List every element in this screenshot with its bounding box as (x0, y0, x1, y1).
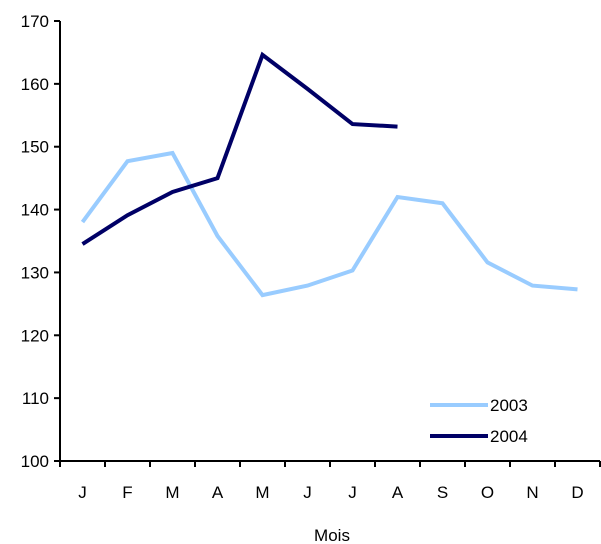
y-axis-ticks: 100 110 120 130 140 150 160 170 (21, 12, 60, 471)
legend-label-2004: 2004 (490, 427, 528, 446)
x-tick-label: D (571, 483, 583, 502)
y-tick-label: 140 (21, 201, 49, 220)
x-tick-label: A (212, 483, 224, 502)
x-tick-label: M (255, 483, 269, 502)
x-tick-label: A (392, 483, 404, 502)
x-tick-label: J (78, 483, 87, 502)
x-tick-label: J (348, 483, 357, 502)
x-tick-label: F (122, 483, 132, 502)
y-tick-label: 110 (22, 389, 49, 408)
x-tick-label: M (165, 483, 179, 502)
series-lines (80, 51, 578, 298)
series-line-2003 (80, 150, 578, 298)
x-tick-label: N (526, 483, 538, 502)
y-tick-label: 170 (21, 12, 49, 31)
legend-label-2003: 2003 (490, 396, 528, 415)
x-tick-label: J (303, 483, 312, 502)
y-tick-label: 100 (21, 452, 49, 471)
y-tick-label: 150 (21, 138, 49, 157)
y-tick-label: 120 (21, 326, 49, 345)
series-line-2004 (81, 51, 398, 246)
x-axis-title: Mois (314, 526, 350, 544)
y-tick-label: 130 (21, 263, 49, 282)
x-tick-label: O (481, 483, 494, 502)
x-tick-label: S (437, 483, 448, 502)
y-tick-label: 160 (21, 75, 49, 94)
legend: 2003 2004 (430, 396, 528, 446)
